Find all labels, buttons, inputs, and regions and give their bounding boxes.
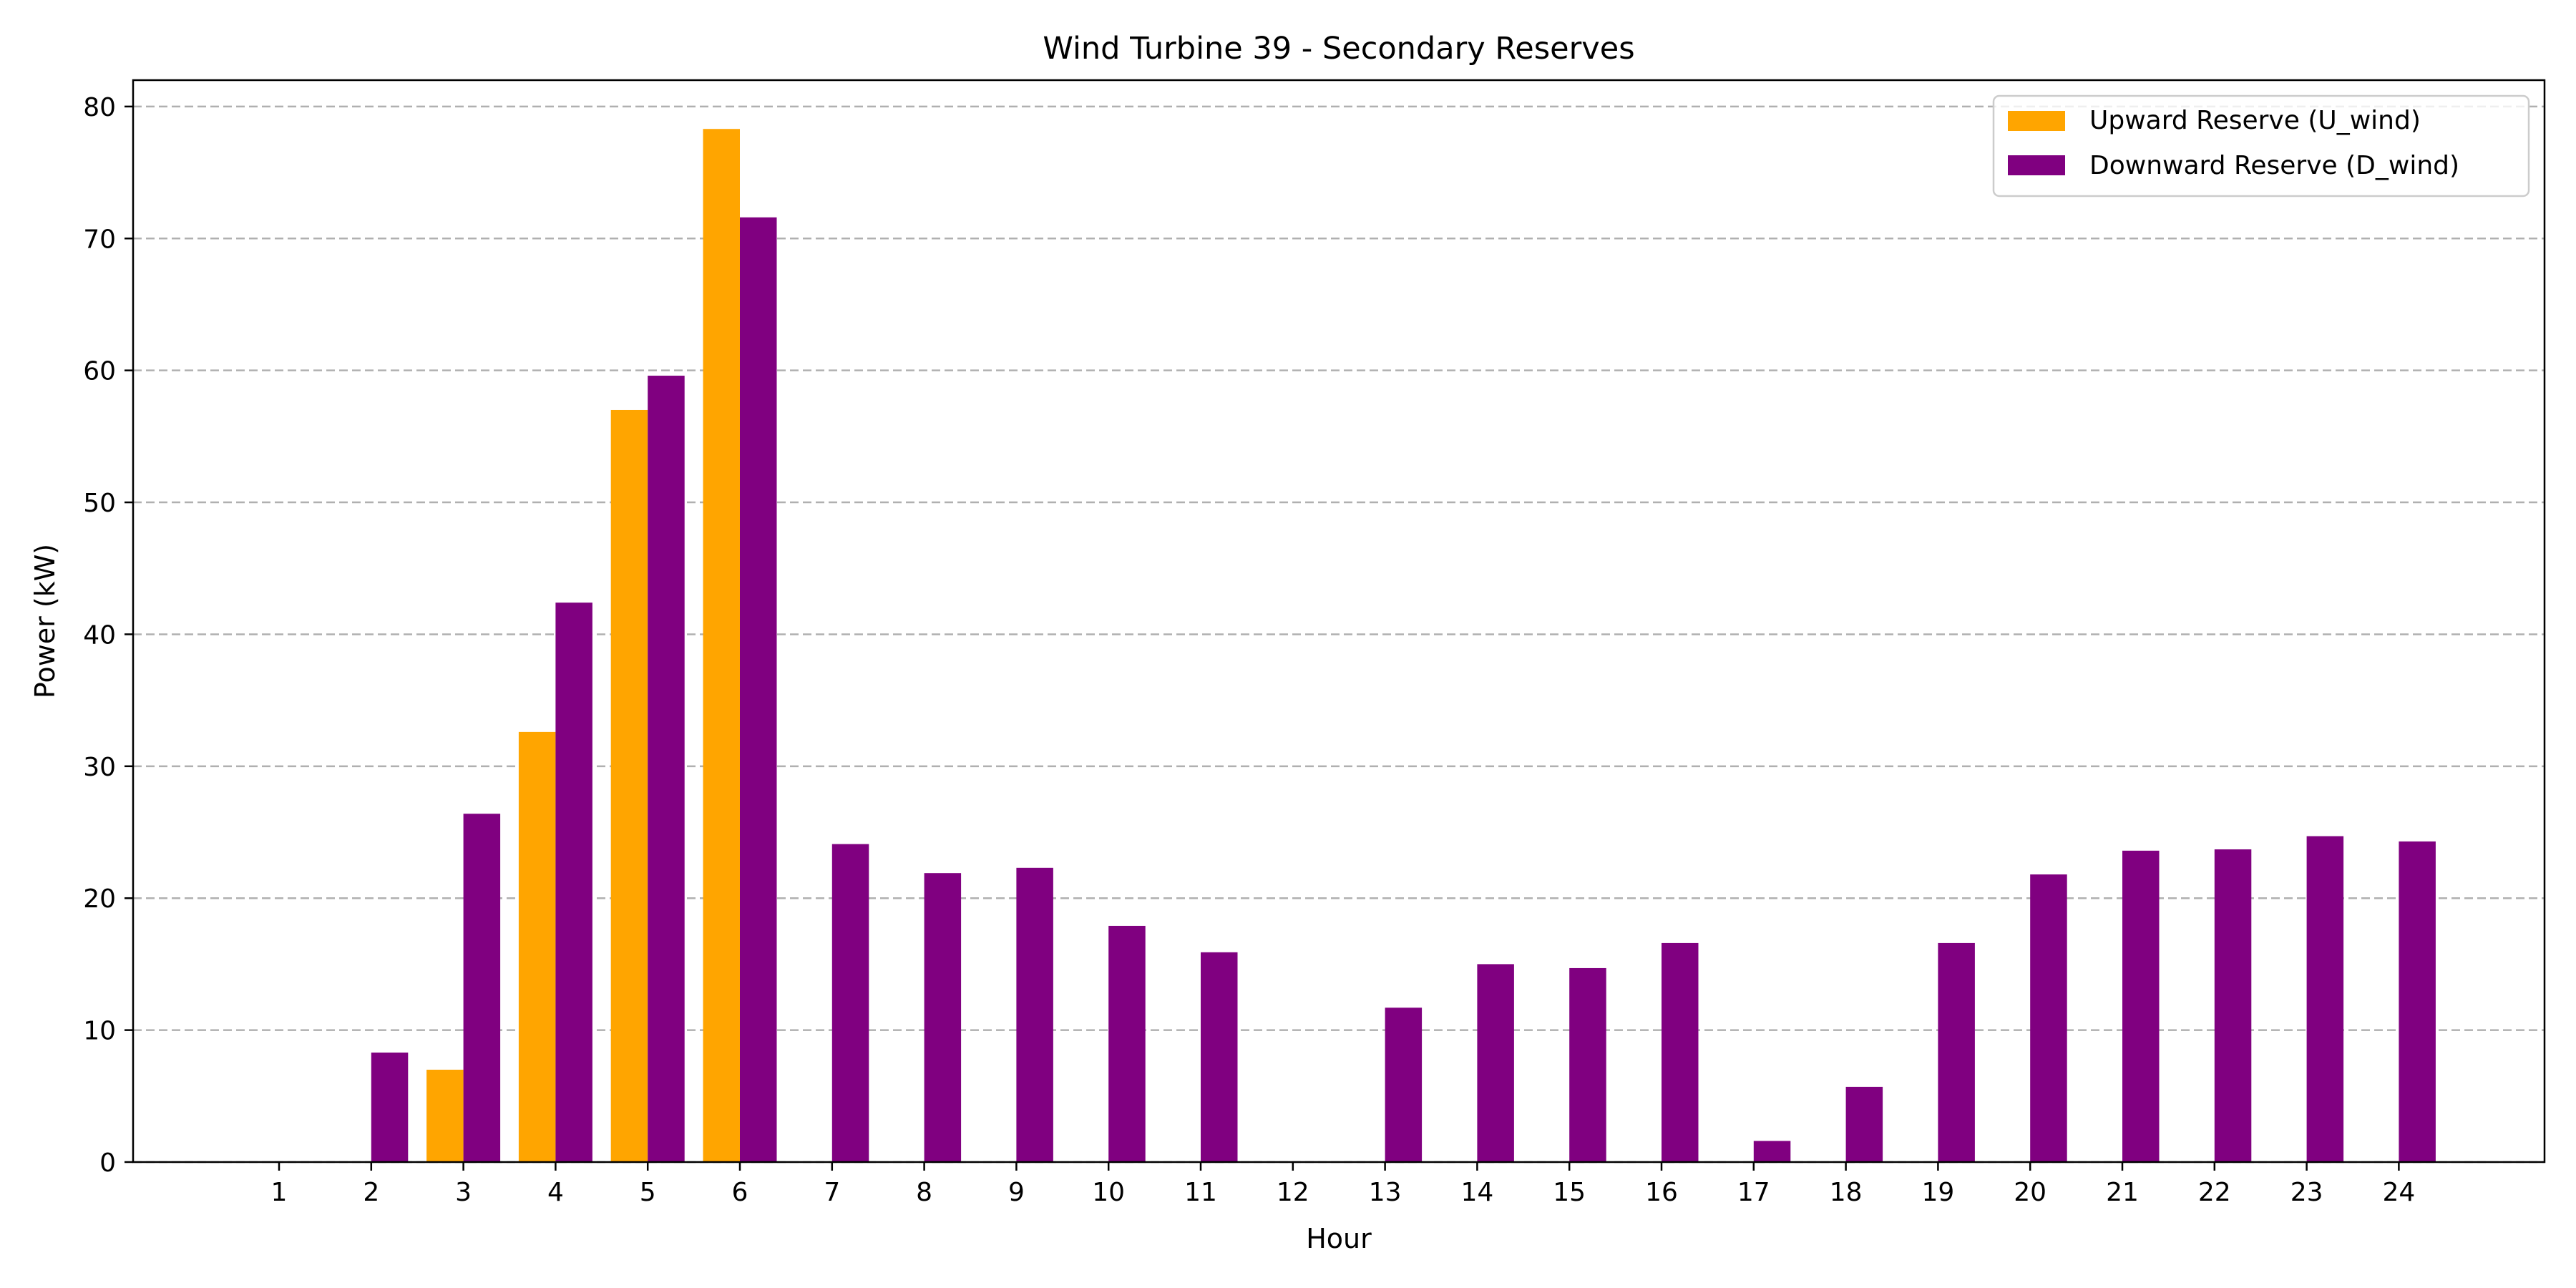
x-tick-label: 18 (1830, 1178, 1863, 1207)
x-tick-label: 19 (1921, 1178, 1954, 1207)
bar-downward-hour-14 (1477, 964, 1514, 1162)
x-tick-label: 10 (1092, 1178, 1125, 1207)
bar-downward-hour-22 (2214, 849, 2252, 1162)
y-axis-label: Power (kW) (29, 544, 61, 698)
bar-downward-hour-16 (1662, 942, 1699, 1162)
bars (371, 129, 2436, 1163)
bar-downward-hour-23 (2306, 836, 2344, 1162)
x-axis-label: Hour (1306, 1223, 1372, 1254)
bar-downward-hour-10 (1108, 925, 1146, 1162)
bar-downward-hour-17 (1753, 1141, 1791, 1162)
bar-downward-hour-15 (1569, 967, 1606, 1162)
x-tick-label: 2 (363, 1178, 379, 1207)
x-tick-label: 7 (824, 1178, 840, 1207)
x-tick-label: 16 (1645, 1178, 1678, 1207)
bar-downward-hour-3 (463, 814, 501, 1162)
y-tick-label: 10 (83, 1017, 116, 1046)
legend-label-upward: Upward Reserve (U_wind) (2089, 106, 2421, 135)
x-tick-label: 15 (1553, 1178, 1586, 1207)
x-tick-label: 21 (2106, 1178, 2139, 1207)
y-tick-label: 20 (83, 884, 116, 914)
x-tick-label: 12 (1277, 1178, 1309, 1207)
x-tick-label: 14 (1460, 1178, 1493, 1207)
x-tick-label: 4 (547, 1178, 564, 1207)
bar-downward-hour-19 (1938, 942, 1975, 1162)
bar-downward-hour-24 (2399, 841, 2436, 1162)
x-tick-label: 13 (1369, 1178, 1402, 1207)
legend-swatch-upward (2008, 111, 2065, 131)
chart-title: Wind Turbine 39 - Secondary Reserves (1043, 31, 1634, 67)
bar-downward-hour-6 (740, 217, 777, 1162)
y-tick-label: 40 (83, 620, 116, 650)
bar-downward-hour-21 (2122, 850, 2160, 1162)
bar-upward-hour-6 (703, 129, 740, 1163)
x-tick-label: 5 (640, 1178, 656, 1207)
bar-downward-hour-18 (1845, 1086, 1883, 1162)
x-tick-label: 3 (455, 1178, 472, 1207)
y-tick-label: 0 (99, 1148, 116, 1178)
bar-downward-hour-4 (555, 602, 592, 1162)
legend-box (1992, 94, 2530, 197)
bar-downward-hour-7 (831, 844, 869, 1162)
x-tick-label: 20 (2014, 1178, 2046, 1207)
bar-downward-hour-13 (1385, 1008, 1423, 1162)
legend-label-downward: Downward Reserve (D_wind) (2089, 151, 2459, 180)
legend: Upward Reserve (U_wind) Downward Reserve… (1992, 94, 2530, 197)
bar-downward-hour-20 (2030, 874, 2067, 1162)
legend-swatch-downward (2008, 155, 2065, 175)
x-tick-label: 8 (916, 1178, 932, 1207)
x-tick-label: 22 (2198, 1178, 2231, 1207)
bar-upward-hour-4 (518, 731, 556, 1162)
y-tick-label: 30 (83, 753, 116, 782)
y-tick-label: 50 (83, 489, 116, 518)
x-tick-label: 17 (1737, 1178, 1770, 1207)
x-tick-label: 23 (2290, 1178, 2323, 1207)
bar-downward-hour-9 (1016, 867, 1053, 1162)
x-tick-label: 1 (271, 1178, 288, 1207)
y-tick-label: 60 (83, 357, 116, 386)
bar-downward-hour-5 (648, 376, 685, 1162)
x-tick-label: 9 (1008, 1178, 1025, 1207)
bar-upward-hour-5 (610, 409, 648, 1162)
bar-downward-hour-11 (1201, 952, 1238, 1162)
x-tick-label: 24 (2382, 1178, 2415, 1207)
plot-frame (132, 79, 2546, 1163)
bar-upward-hour-3 (426, 1069, 464, 1162)
y-tick-label: 80 (83, 93, 116, 122)
y-tick-label: 70 (83, 225, 116, 254)
bar-downward-hour-8 (924, 873, 962, 1162)
x-tick-label: 11 (1184, 1178, 1217, 1207)
bar-downward-hour-2 (371, 1052, 409, 1162)
x-tick-label: 6 (732, 1178, 748, 1207)
